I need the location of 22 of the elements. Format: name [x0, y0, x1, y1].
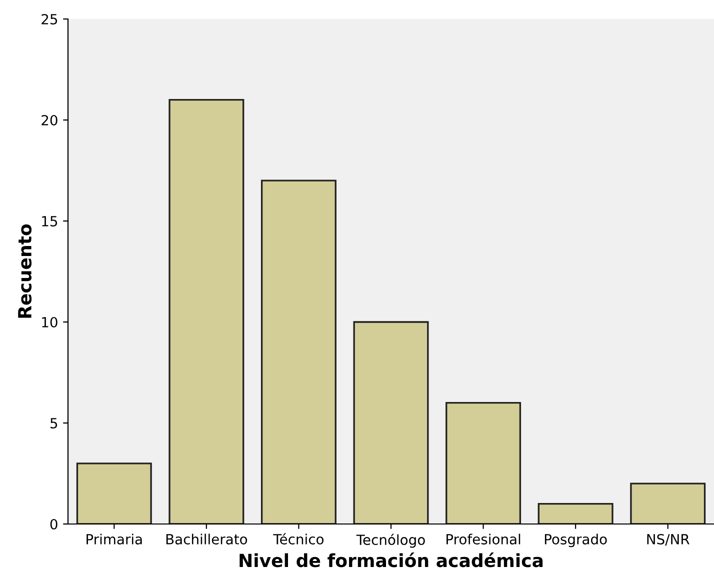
- x-tick-label: Profesional: [446, 534, 520, 544]
- y-tick-label: 10: [42, 316, 58, 328]
- bar: [538, 502, 614, 524]
- y-axis-title: Recuento: [18, 224, 32, 318]
- bar: [446, 402, 522, 524]
- x-tick-label: Posgrado: [544, 534, 607, 548]
- y-tick-label: 25: [42, 14, 58, 24]
- x-axis-title: Nivel de formación académica: [240, 552, 543, 568]
- y-tick-label: 15: [42, 216, 58, 226]
- bar: [168, 98, 244, 524]
- y-tick-label: 5: [50, 418, 58, 428]
- bar: [76, 462, 152, 524]
- x-tick-label: Bachillerato: [166, 534, 248, 544]
- bar: [353, 321, 429, 524]
- bar: [260, 180, 336, 524]
- x-tick-label: Técnico: [273, 533, 324, 544]
- x-tick-label: NS/NR: [647, 534, 690, 546]
- bar: [630, 482, 706, 524]
- y-tick-label: 20: [42, 114, 58, 126]
- x-tick-label: Primaria: [86, 534, 142, 544]
- y-tick-label: 0: [50, 518, 58, 530]
- x-tick-label: Tecnólogo: [356, 534, 425, 548]
